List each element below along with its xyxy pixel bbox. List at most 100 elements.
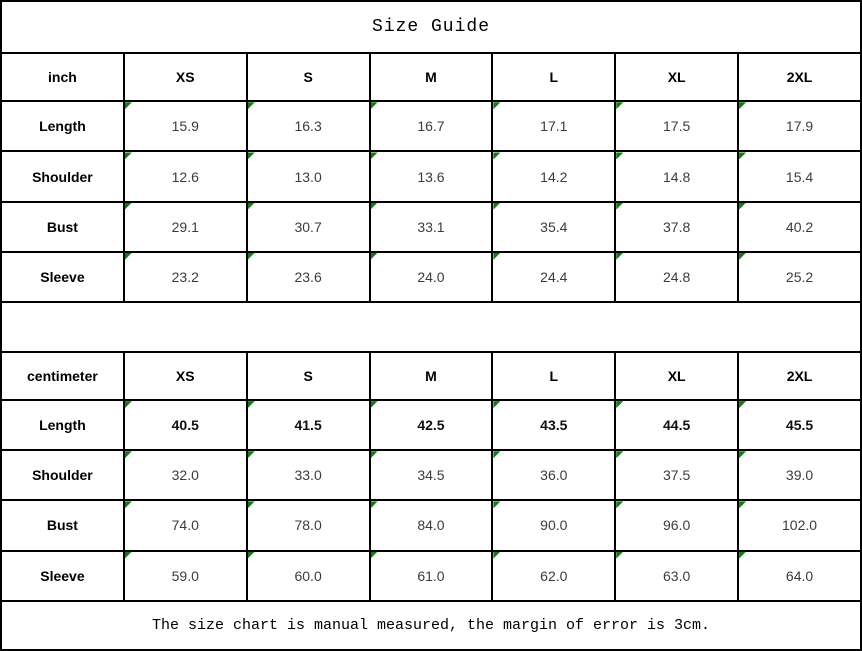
size-value: 32.0: [171, 467, 199, 484]
size-value: 36.0: [540, 467, 568, 484]
size-value: 102.0: [782, 517, 818, 534]
size-value-cell: 36.0: [491, 449, 617, 502]
size-value-cell: 16.7: [368, 100, 494, 153]
size-value-cell: 23.2: [122, 250, 248, 303]
footer-note: The size chart is manual measured, the m…: [0, 599, 862, 651]
size-value-cell: 37.5: [614, 449, 740, 502]
size-value-cell: 13.0: [245, 150, 371, 203]
size-header-l: L: [491, 52, 617, 103]
size-value-cell: 15.4: [737, 150, 862, 203]
size-header-l: L: [491, 350, 617, 402]
flag-triangle-icon: [494, 552, 501, 559]
flag-triangle-icon: [248, 153, 255, 160]
unit-header-centimeter: centimeter: [0, 350, 125, 402]
size-value: 40.5: [171, 417, 199, 434]
size-value: 96.0: [663, 517, 691, 534]
row-label-shoulder: Shoulder: [0, 449, 125, 502]
size-value: 84.0: [417, 517, 445, 534]
flag-triangle-icon: [617, 153, 624, 160]
size-value-cell: 63.0: [614, 549, 740, 602]
size-value-cell: 37.8: [614, 200, 740, 253]
flag-triangle-icon: [371, 502, 378, 509]
size-value: 15.9: [171, 118, 199, 135]
cm-shoulder-row: Shoulder 32.0 33.0 34.5 36.0 37.5 39.0: [0, 449, 862, 502]
flag-triangle-icon: [125, 502, 132, 509]
size-value: 16.3: [294, 118, 322, 135]
size-value: 63.0: [663, 567, 691, 584]
flag-triangle-icon: [371, 552, 378, 559]
size-header-xs: XS: [122, 350, 248, 402]
size-value: 59.0: [171, 567, 199, 584]
size-value: 33.0: [294, 467, 322, 484]
size-value: 37.8: [663, 218, 691, 235]
flag-triangle-icon: [248, 103, 255, 110]
size-value-cell: 62.0: [491, 549, 617, 602]
size-value: 23.2: [171, 268, 199, 285]
size-value-cell: 12.6: [122, 150, 248, 203]
flag-triangle-icon: [371, 203, 378, 210]
size-value-cell: 96.0: [614, 499, 740, 552]
title-row: Size Guide: [0, 0, 862, 55]
size-value: 42.5: [417, 417, 445, 434]
flag-triangle-icon: [248, 203, 255, 210]
size-value: 61.0: [417, 567, 445, 584]
spacer-cell: [0, 300, 862, 354]
flag-triangle-icon: [125, 402, 132, 409]
size-value: 30.7: [294, 218, 322, 235]
size-value-cell: 14.8: [614, 150, 740, 203]
size-value-cell: 32.0: [122, 449, 248, 502]
cm-length-row: Length 40.5 41.5 42.5 43.5 44.5 45.5: [0, 399, 862, 452]
size-value: 24.4: [540, 268, 568, 285]
flag-triangle-icon: [494, 402, 501, 409]
size-header-m: M: [368, 52, 494, 103]
flag-triangle-icon: [371, 153, 378, 160]
flag-triangle-icon: [494, 452, 501, 459]
flag-triangle-icon: [125, 253, 132, 260]
size-value-cell: 17.5: [614, 100, 740, 153]
inch-header-row: inch XS S M L XL 2XL: [0, 52, 862, 103]
size-value: 39.0: [785, 467, 814, 484]
size-value: 35.4: [540, 218, 568, 235]
size-value: 13.6: [417, 168, 445, 185]
size-value: 16.7: [417, 118, 445, 135]
size-value: 24.0: [417, 268, 445, 285]
flag-triangle-icon: [740, 253, 747, 260]
size-value: 17.1: [540, 118, 568, 135]
flag-triangle-icon: [617, 402, 624, 409]
size-value: 45.5: [785, 417, 814, 434]
size-value-cell: 39.0: [737, 449, 862, 502]
flag-triangle-icon: [740, 552, 747, 559]
row-label-bust: Bust: [0, 499, 125, 552]
size-value-cell: 16.3: [245, 100, 371, 153]
size-value: 33.1: [417, 218, 445, 235]
size-value-cell: 40.5: [122, 399, 248, 452]
size-header-m: M: [368, 350, 494, 402]
size-header-2xl: 2XL: [737, 52, 862, 103]
size-value-cell: 35.4: [491, 200, 617, 253]
size-header-s: S: [245, 350, 371, 402]
inch-sleeve-row: Sleeve 23.2 23.6 24.0 24.4 24.8 25.2: [0, 250, 862, 303]
flag-triangle-icon: [248, 402, 255, 409]
size-value-cell: 13.6: [368, 150, 494, 203]
size-value: 40.2: [785, 218, 814, 235]
cm-sleeve-row: Sleeve 59.0 60.0 61.0 62.0 63.0 64.0: [0, 549, 862, 602]
flag-triangle-icon: [125, 552, 132, 559]
flag-triangle-icon: [494, 203, 501, 210]
size-header-xs: XS: [122, 52, 248, 103]
size-value-cell: 60.0: [245, 549, 371, 602]
size-value-cell: 24.8: [614, 250, 740, 303]
size-value-cell: 42.5: [368, 399, 494, 452]
size-value: 17.5: [663, 118, 691, 135]
size-header-xl: XL: [614, 350, 740, 402]
size-value-cell: 61.0: [368, 549, 494, 602]
flag-triangle-icon: [371, 103, 378, 110]
size-value-cell: 84.0: [368, 499, 494, 552]
size-value-cell: 24.0: [368, 250, 494, 303]
size-value-cell: 40.2: [737, 200, 862, 253]
size-value: 14.8: [663, 168, 691, 185]
row-label-sleeve: Sleeve: [0, 549, 125, 602]
flag-triangle-icon: [494, 153, 501, 160]
unit-header-inch: inch: [0, 52, 125, 103]
size-value: 44.5: [663, 417, 691, 434]
page-title: Size Guide: [0, 0, 862, 55]
